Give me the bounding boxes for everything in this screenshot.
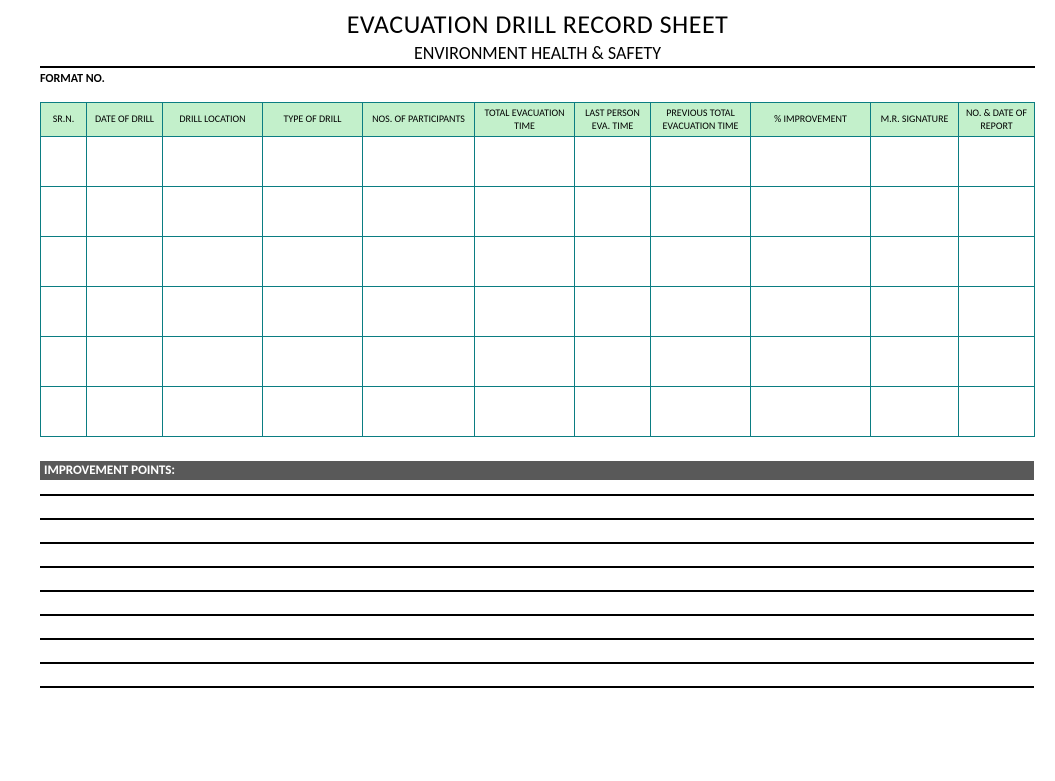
improvement-points-header: IMPROVEMENT POINTS:: [40, 461, 1034, 480]
table-cell: [475, 337, 575, 387]
writing-line: [40, 544, 1034, 568]
table-cell: [751, 287, 871, 337]
table-column-header: % IMPROVEMENT: [751, 103, 871, 137]
table-cell: [263, 137, 363, 187]
page-title: EVACUATION DRILL RECORD SHEET: [40, 8, 1035, 40]
table-cell: [751, 187, 871, 237]
table-cell: [263, 337, 363, 387]
table-column-header: TOTAL EVACUATION TIME: [475, 103, 575, 137]
table-column-header: NOS. OF PARTICIPANTS: [363, 103, 475, 137]
table-cell: [41, 237, 87, 287]
table-cell: [263, 237, 363, 287]
writing-line: [40, 616, 1034, 640]
table-column-header: M.R. SIGNATURE: [871, 103, 959, 137]
table-cell: [163, 237, 263, 287]
table-cell: [41, 337, 87, 387]
table-row: [41, 237, 1035, 287]
table-cell: [871, 287, 959, 337]
writing-line: [40, 664, 1034, 688]
table-cell: [475, 237, 575, 287]
table-cell: [163, 337, 263, 387]
table-cell: [163, 187, 263, 237]
table-cell: [575, 137, 651, 187]
table-row: [41, 187, 1035, 237]
table-cell: [163, 137, 263, 187]
table-cell: [41, 137, 87, 187]
table-cell: [475, 287, 575, 337]
table-cell: [651, 337, 751, 387]
table-cell: [959, 187, 1035, 237]
writing-line: [40, 592, 1034, 616]
table-cell: [575, 287, 651, 337]
drill-record-table: SR.N.DATE OF DRILLDRILL LOCATIONTYPE OF …: [40, 102, 1035, 437]
table-cell: [959, 237, 1035, 287]
table-row: [41, 337, 1035, 387]
table-cell: [41, 387, 87, 437]
table-cell: [871, 137, 959, 187]
table-column-header: DATE OF DRILL: [87, 103, 163, 137]
table-cell: [575, 337, 651, 387]
table-cell: [475, 137, 575, 187]
table-row: [41, 387, 1035, 437]
writing-line: [40, 520, 1034, 544]
table-cell: [475, 187, 575, 237]
table-row: [41, 137, 1035, 187]
table-cell: [959, 387, 1035, 437]
table-cell: [363, 337, 475, 387]
table-cell: [959, 337, 1035, 387]
table-cell: [41, 287, 87, 337]
table-cell: [87, 137, 163, 187]
table-cell: [651, 187, 751, 237]
table-cell: [263, 187, 363, 237]
table-cell: [87, 387, 163, 437]
page-subtitle: ENVIRONMENT HEALTH & SAFETY: [40, 42, 1035, 64]
table-cell: [959, 287, 1035, 337]
table-cell: [87, 187, 163, 237]
table-cell: [871, 237, 959, 287]
table-cell: [475, 387, 575, 437]
table-header-row: SR.N.DATE OF DRILLDRILL LOCATIONTYPE OF …: [41, 103, 1035, 137]
table-column-header: PREVIOUS TOTAL EVACUATION TIME: [651, 103, 751, 137]
writing-line: [40, 568, 1034, 592]
table-column-header: SR.N.: [41, 103, 87, 137]
table-cell: [751, 237, 871, 287]
table-cell: [959, 137, 1035, 187]
table-cell: [651, 237, 751, 287]
table-cell: [751, 337, 871, 387]
table-cell: [363, 137, 475, 187]
format-number-label: FORMAT NO.: [40, 72, 1035, 86]
table-cell: [363, 387, 475, 437]
improvement-points-lines: [40, 494, 1034, 688]
table-cell: [575, 187, 651, 237]
table-cell: [263, 387, 363, 437]
table-column-header: LAST PERSON EVA. TIME: [575, 103, 651, 137]
table-column-header: DRILL LOCATION: [163, 103, 263, 137]
table-column-header: TYPE OF DRILL: [263, 103, 363, 137]
table-cell: [263, 287, 363, 337]
table-cell: [751, 387, 871, 437]
writing-line: [40, 640, 1034, 664]
table-cell: [41, 187, 87, 237]
table-cell: [575, 387, 651, 437]
table-cell: [651, 387, 751, 437]
table-cell: [363, 187, 475, 237]
table-cell: [163, 287, 263, 337]
table-cell: [871, 387, 959, 437]
table-cell: [363, 287, 475, 337]
table-cell: [87, 287, 163, 337]
writing-line: [40, 496, 1034, 520]
table-row: [41, 287, 1035, 337]
table-column-header: NO. & DATE OF REPORT: [959, 103, 1035, 137]
table-cell: [751, 137, 871, 187]
table-cell: [871, 187, 959, 237]
table-cell: [87, 237, 163, 287]
table-cell: [87, 337, 163, 387]
table-cell: [163, 387, 263, 437]
table-cell: [651, 287, 751, 337]
table-cell: [363, 237, 475, 287]
title-divider: [40, 66, 1035, 68]
table-cell: [651, 137, 751, 187]
table-cell: [871, 337, 959, 387]
table-cell: [575, 237, 651, 287]
